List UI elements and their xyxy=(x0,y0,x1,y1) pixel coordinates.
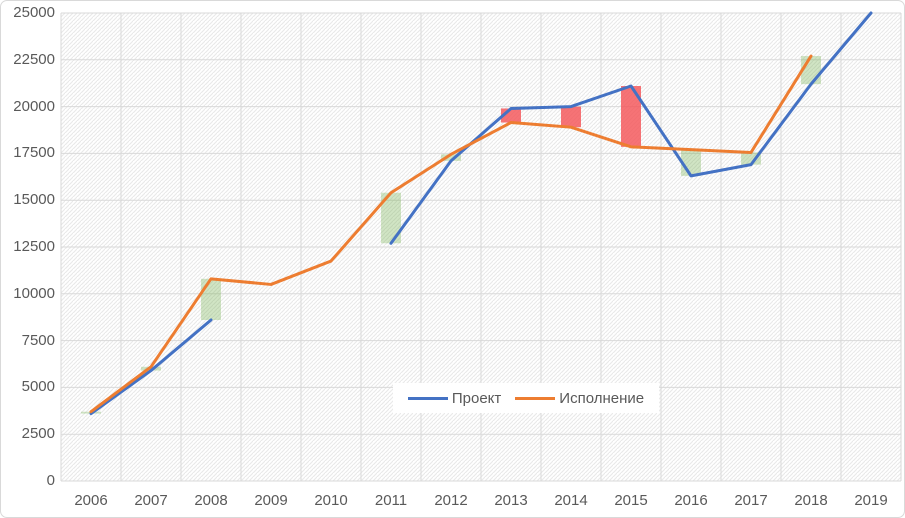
legend-line-sample-proekt xyxy=(407,396,448,400)
legend-label-ispolnenie: Исполнение xyxy=(559,389,645,407)
y-axis-label: 0 xyxy=(46,472,55,489)
up-bar xyxy=(441,154,461,161)
down-bar xyxy=(621,86,641,147)
legend-entry-ispolnenie: Исполнение xyxy=(515,390,644,407)
y-axis-label: 15000 xyxy=(13,191,55,209)
x-axis-label: 2016 xyxy=(674,492,708,509)
y-axis-label: 10000 xyxy=(13,284,55,302)
x-axis-label: 2017 xyxy=(734,492,768,509)
x-axis-label: 2006 xyxy=(74,492,108,509)
y-axis-label: 22500 xyxy=(13,50,55,68)
y-axis-label: 17500 xyxy=(13,144,55,162)
series-line-0 xyxy=(89,318,213,416)
legend-label-proekt: Проект xyxy=(451,389,502,407)
legend-entry-proekt: Проект xyxy=(407,389,502,407)
y-axis-label: 2500 xyxy=(21,425,55,443)
x-axis-label: 2013 xyxy=(494,492,528,509)
x-axis-label: 2007 xyxy=(134,492,168,509)
y-axis-label: 7500 xyxy=(21,331,55,349)
y-axis-label: 5000 xyxy=(21,378,55,396)
x-axis-label: 2019 xyxy=(854,492,888,509)
x-axis-label: 2011 xyxy=(374,492,408,509)
legend-line-sample-ispolnenie xyxy=(515,396,556,400)
y-axis-label: 12500 xyxy=(13,238,55,255)
x-axis-label: 2012 xyxy=(434,492,468,509)
up-bar xyxy=(201,278,221,321)
y-axis-label: 20000 xyxy=(13,97,55,115)
y-axis-label: 25000 xyxy=(13,4,55,21)
series-lines xyxy=(89,11,873,416)
up-bar xyxy=(381,192,401,244)
down-bar xyxy=(561,106,581,128)
x-axis-label: 2009 xyxy=(254,492,288,509)
x-axis-label: 2015 xyxy=(614,492,648,509)
x-axis-label: 2014 xyxy=(554,492,588,509)
x-axis-label: 2008 xyxy=(194,492,228,509)
series-line-1 xyxy=(89,54,813,414)
x-axis-label: 2010 xyxy=(314,492,348,509)
x-axis-label: 2018 xyxy=(794,492,828,509)
legend[interactable]: Проект Исполнение xyxy=(393,383,659,413)
